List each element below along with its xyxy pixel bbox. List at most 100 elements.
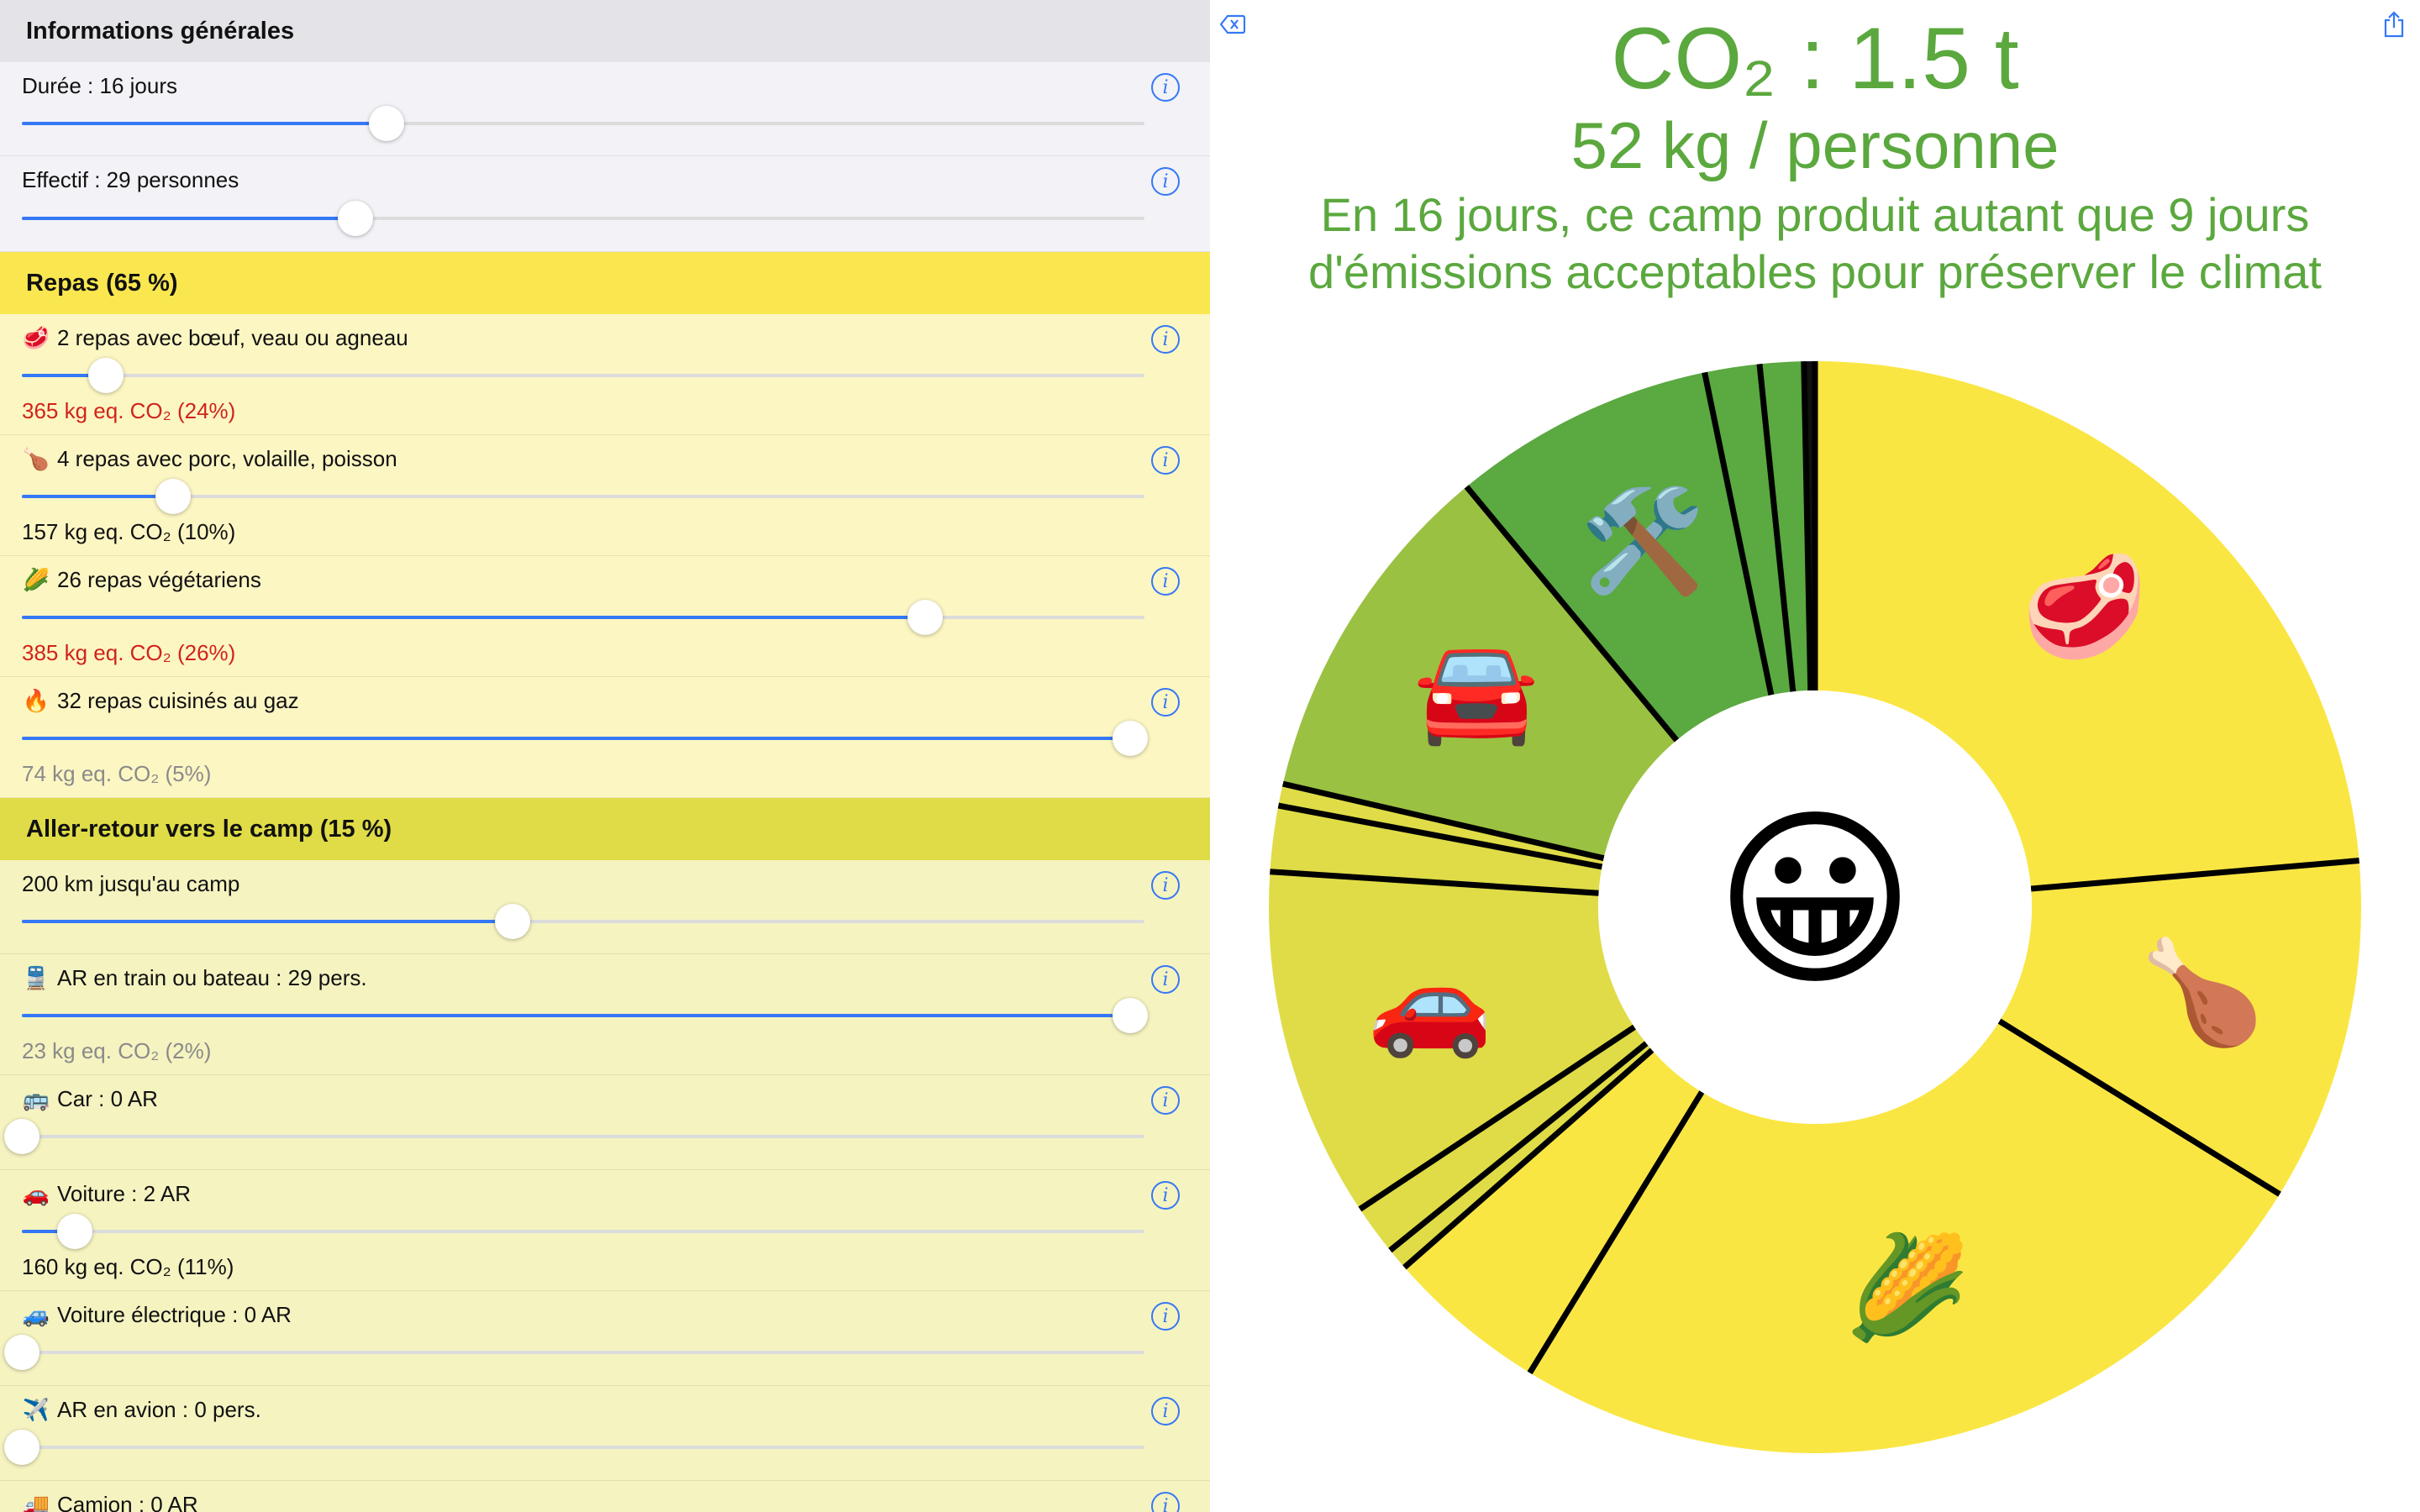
item-emoji-icon: 🌽	[22, 567, 50, 593]
share-icon[interactable]	[2381, 11, 2407, 38]
info-icon[interactable]: i	[1151, 325, 1180, 354]
slice-separator	[1402, 1047, 1655, 1270]
slider-fill	[22, 616, 926, 619]
slice-separator	[1270, 869, 1599, 896]
slice-separator	[1801, 361, 1814, 691]
summary-panel: CO₂ : 1.5 t 52 kg / personne En 16 jours…	[1210, 0, 2420, 1512]
donut-slice	[1704, 364, 1793, 696]
item-label-text: 4 repas avec porc, volaille, poisson	[57, 446, 397, 471]
item-slider[interactable]	[4, 1430, 1144, 1465]
item-result: 365 kg eq. CO₂ (24%)	[22, 398, 236, 423]
item-label: 🚚 Camion : 0 AR	[22, 1492, 198, 1512]
slider-fill	[22, 920, 513, 923]
donut-slice	[1390, 1043, 1653, 1268]
slider-track	[22, 1230, 1144, 1233]
transport-section-header: Aller-retour vers le camp (15 %)	[0, 798, 1210, 860]
slice-separator	[1702, 371, 1775, 696]
slider-thumb[interactable]	[337, 201, 373, 236]
general-section-header: Informations générales	[0, 0, 1210, 62]
item-label-text: Camion : 0 AR	[57, 1492, 198, 1512]
item-slider[interactable]	[22, 998, 1148, 1033]
item-slider[interactable]	[4, 1119, 1144, 1154]
list-item: 🚚 Camion : 0 AR i	[0, 1481, 1210, 1512]
info-icon[interactable]: i	[1151, 446, 1180, 475]
item-result: 74 kg eq. CO₂ (5%)	[22, 761, 212, 786]
slider-thumb[interactable]	[88, 358, 124, 393]
distance-label: 200 km jusqu'au camp	[22, 871, 240, 896]
duration-label: Durée : 16 jours	[22, 73, 177, 98]
duration-slider[interactable]	[22, 106, 1144, 141]
headcount-row: Effectif : 29 personnes i	[0, 156, 1210, 252]
item-label-text: 32 repas cuisinés au gaz	[57, 688, 299, 713]
item-slider[interactable]	[4, 1335, 1144, 1370]
item-label-text: 26 repas végétariens	[57, 567, 261, 592]
item-label-text: AR en avion : 0 pers.	[57, 1397, 261, 1422]
info-icon[interactable]: i	[1151, 965, 1180, 994]
slice-separator	[1464, 485, 1680, 743]
donut-slice	[1466, 372, 1771, 741]
slider-fill	[22, 122, 387, 125]
donut-center	[1598, 690, 2032, 1124]
slider-fill	[22, 737, 1130, 740]
slice-separator	[2030, 858, 2360, 892]
slice-icon: 🥩	[2022, 549, 2147, 667]
item-slider[interactable]	[22, 1214, 1144, 1249]
info-icon[interactable]: i	[1151, 1302, 1180, 1331]
slider-thumb[interactable]	[56, 1214, 92, 1249]
item-emoji-icon: 🚙	[22, 1302, 50, 1328]
info-icon[interactable]: i	[1151, 688, 1180, 717]
settings-panel: Informations générales Durée : 16 jours …	[0, 0, 1210, 1512]
donut-slice	[1282, 486, 1677, 858]
item-label-text: AR en train ou bateau : 29 pers.	[57, 965, 367, 990]
slider-track	[22, 920, 1144, 923]
info-icon[interactable]: i	[1151, 1181, 1180, 1210]
slider-thumb[interactable]	[4, 1430, 39, 1465]
list-item: ✈️ AR en avion : 0 pers. i	[0, 1386, 1210, 1481]
slice-separator	[1756, 364, 1797, 692]
slider-thumb[interactable]	[1112, 998, 1148, 1033]
item-slider[interactable]	[22, 358, 1144, 393]
item-emoji-icon: 🍗	[22, 446, 50, 472]
slider-thumb[interactable]	[494, 904, 530, 939]
info-icon[interactable]: i	[1151, 1397, 1180, 1425]
item-slider[interactable]	[22, 721, 1148, 756]
slice-icon: 🚘	[1413, 633, 1539, 750]
list-item: 🚗 Voiture : 2 AR i 160 kg eq. CO₂ (11%)	[0, 1170, 1210, 1291]
distance-row: 200 km jusqu'au camp i	[0, 860, 1210, 954]
item-result: 160 kg eq. CO₂ (11%)	[22, 1254, 234, 1279]
slice-separator	[1358, 1024, 1636, 1212]
list-item: 🌽 26 repas végétariens i 385 kg eq. CO₂ (26…	[0, 556, 1210, 677]
slice-icon: 🌽	[1844, 1227, 1970, 1347]
info-icon[interactable]: i	[1151, 1492, 1180, 1512]
donut-slice	[1269, 871, 1635, 1210]
item-emoji-icon: 🚚	[22, 1492, 50, 1512]
slice-icon: 🍗	[2139, 935, 2265, 1052]
slider-thumb[interactable]	[4, 1119, 39, 1154]
donut-slice	[1404, 1050, 1702, 1373]
info-icon[interactable]: i	[1151, 73, 1180, 102]
item-label: 🍗 4 repas avec porc, volaille, poisson	[22, 446, 397, 472]
delete-back-icon[interactable]	[1220, 12, 1245, 37]
slider-thumb[interactable]	[4, 1335, 39, 1370]
headcount-slider[interactable]	[22, 201, 1144, 236]
slider-thumb[interactable]	[369, 106, 405, 141]
info-icon[interactable]: i	[1151, 167, 1180, 196]
slider-fill	[22, 1230, 75, 1233]
item-emoji-icon: 🚌	[22, 1086, 50, 1112]
slider-thumb[interactable]	[155, 479, 192, 514]
list-item: 🥩 2 repas avec bœuf, veau ou agneau i 365 k…	[0, 314, 1210, 435]
slider-thumb[interactable]	[908, 600, 944, 635]
item-label-text: Car : 0 AR	[57, 1086, 158, 1111]
slider-fill	[22, 217, 355, 220]
info-icon[interactable]: i	[1151, 871, 1180, 900]
item-slider[interactable]	[22, 479, 1144, 514]
duration-row: Durée : 16 jours i	[0, 62, 1210, 156]
item-slider[interactable]	[22, 600, 1144, 635]
info-icon[interactable]: i	[1151, 1086, 1180, 1115]
item-label-text: 2 repas avec bœuf, veau ou agneau	[57, 325, 408, 350]
distance-slider[interactable]	[22, 904, 1144, 939]
info-icon[interactable]: i	[1151, 567, 1180, 596]
item-label-text: Voiture : 2 AR	[57, 1181, 191, 1206]
slider-track	[22, 1351, 1144, 1354]
slider-thumb[interactable]	[1112, 721, 1148, 756]
